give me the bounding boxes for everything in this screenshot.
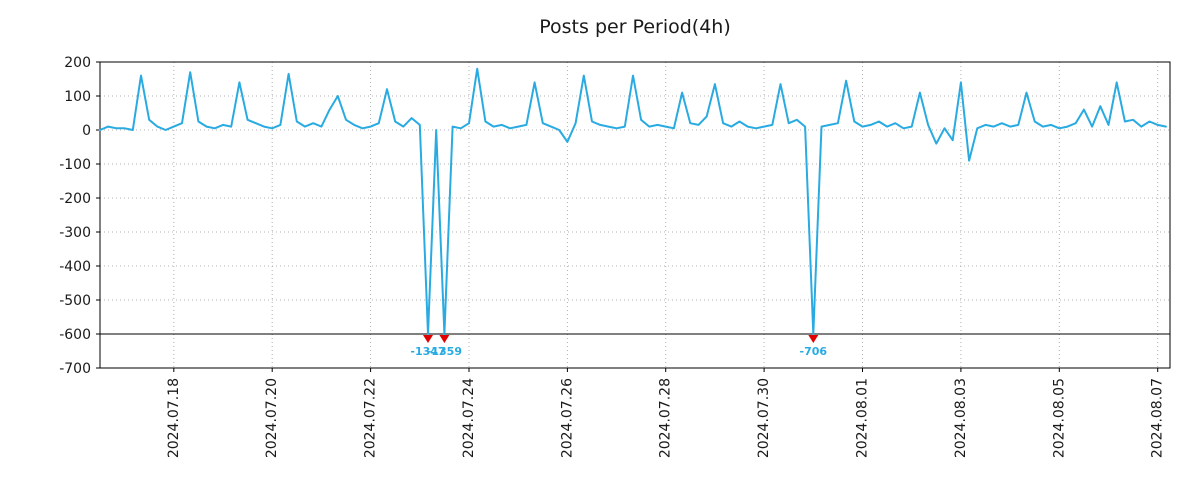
clip-marker-icon [808,335,819,343]
chart-title: Posts per Period(4h) [539,16,731,38]
x-tick-label: 2024.08.05 [1051,378,1067,458]
plot-frame [99,61,1171,369]
y-tick-label: -200 [59,191,91,207]
y-tick-label: -100 [59,157,91,173]
series-line [99,67,1167,335]
y-tick-label: -600 [59,327,91,343]
x-tick-label: 2024.07.18 [166,378,182,458]
x-tick-label: 2024.07.20 [264,378,280,458]
clip-value-label: -1359 [427,345,462,358]
gridlines [100,62,1170,368]
x-tick-label: 2024.08.07 [1150,378,1166,458]
clip-marker-icon [439,335,450,343]
x-tick-label: 2024.07.24 [461,378,477,458]
x-tick-label: 2024.08.01 [855,378,871,458]
y-tick-label: 200 [64,55,91,71]
x-tick-label: 2024.07.28 [658,378,674,458]
clip-annotations: -1347-1359 -706 [410,335,827,358]
y-tick-label: 100 [64,89,91,105]
x-axis: 2024.07.18 2024.07.20 2024.07.22 2024.07.24… [166,368,1166,458]
clip-marker-icon [423,335,433,343]
y-axis: 200 100 0 -100 -200 -300 -400 -500 -600 -700 [59,55,100,377]
y-tick-label: -500 [59,293,91,309]
y-tick-label: 0 [82,123,91,139]
x-tick-label: 2024.08.03 [953,378,969,458]
x-tick-label: 2024.07.30 [756,378,772,458]
y-tick-label: -300 [59,225,91,241]
clip-value-label: -706 [800,345,828,358]
x-tick-label: 2024.07.22 [363,378,379,458]
y-tick-label: -700 [59,361,91,377]
y-tick-label: -400 [59,259,91,275]
clip-value-label: -1347 [410,345,445,358]
x-tick-label: 2024.07.26 [559,378,575,458]
